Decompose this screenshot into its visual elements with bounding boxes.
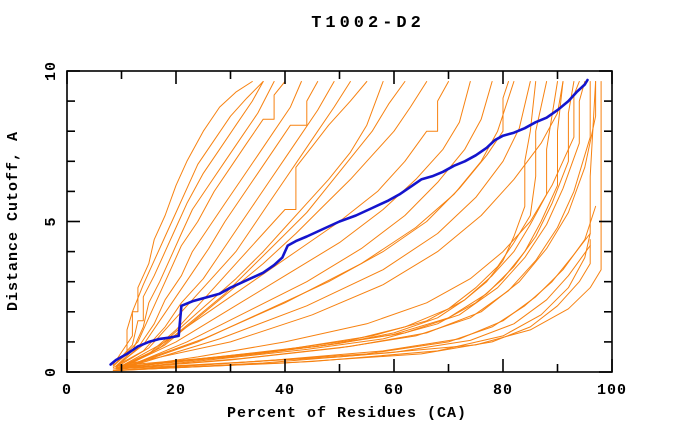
- model-curve: [115, 81, 319, 367]
- model-curve: [112, 81, 537, 370]
- x-axis-label: Percent of Residues (CA): [227, 405, 467, 422]
- highlighted-model-curve: [109, 78, 589, 366]
- model-curve: [115, 81, 591, 370]
- model-curve: [118, 81, 564, 367]
- model-curve: [118, 81, 564, 370]
- y-tick-label: 10: [43, 61, 60, 81]
- y-tick-label: 0: [43, 367, 60, 377]
- model-curve: [115, 81, 351, 368]
- chart-title: T1002-D2: [311, 14, 425, 33]
- model-curve: [118, 81, 471, 370]
- x-tick-label: 20: [166, 382, 186, 399]
- y-axis-label: Distance Cutoff, A: [5, 131, 22, 311]
- model-curve: [112, 81, 597, 371]
- model-curve: [115, 81, 580, 370]
- model-curve: [112, 81, 264, 367]
- y-tick-label: 5: [43, 216, 60, 226]
- model-curve: [121, 81, 493, 370]
- model-curve: [118, 81, 384, 370]
- model-curve: [115, 81, 575, 367]
- model-curve: [118, 245, 591, 371]
- model-curve: [121, 81, 509, 370]
- x-tick-label: 100: [597, 382, 627, 399]
- model-curve: [118, 81, 586, 368]
- model-curve: [112, 239, 591, 371]
- axes-layer: 0 20 40 60 80 100 0 5 10: [43, 61, 627, 399]
- model-curve: [112, 81, 253, 367]
- model-curve: [118, 81, 406, 368]
- model-curve: [115, 81, 548, 370]
- model-curve: [115, 81, 275, 367]
- model-curve: [121, 81, 428, 370]
- model-curve: [115, 81, 558, 368]
- x-tick-label: 0: [62, 382, 72, 399]
- model-curve: [115, 81, 449, 370]
- model-curve: [112, 81, 286, 367]
- model-curve: [121, 81, 531, 370]
- x-tick-label: 40: [275, 382, 295, 399]
- x-tick-label: 60: [384, 382, 404, 399]
- model-curve: [118, 81, 515, 370]
- model-curve: [115, 81, 302, 368]
- model-curve: [112, 81, 335, 368]
- x-tick-label: 80: [493, 382, 513, 399]
- series-layer: [109, 78, 602, 371]
